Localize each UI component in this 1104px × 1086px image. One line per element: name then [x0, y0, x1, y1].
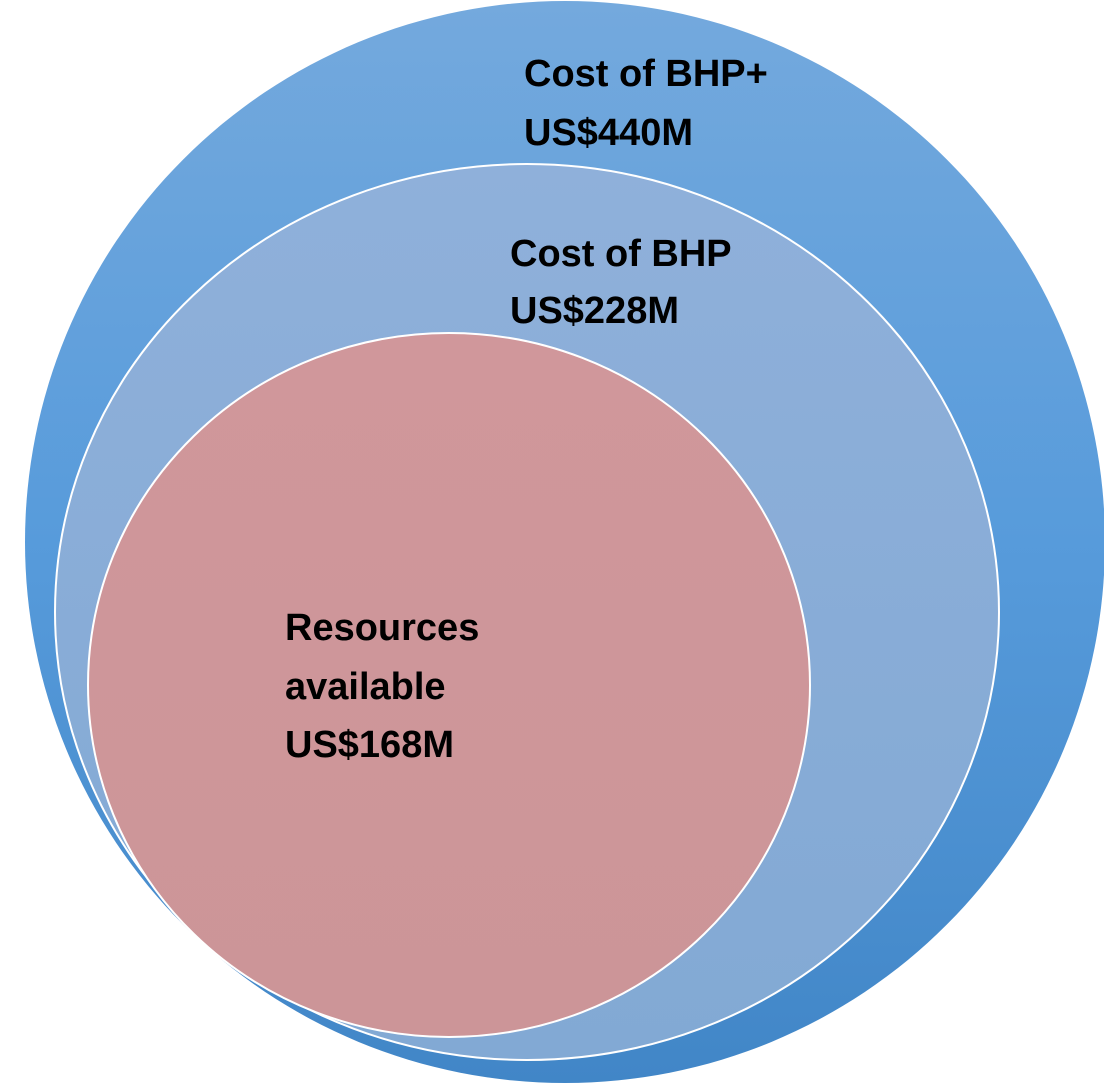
inner-label: Resources [285, 607, 479, 649]
inner-label: available [285, 666, 446, 708]
inner-circle [87, 332, 811, 1038]
outer-label: Cost of BHP+ [524, 53, 768, 95]
outer-label: US$440M [524, 112, 693, 154]
inner-label: US$168M [285, 724, 454, 766]
middle-label: US$228M [510, 290, 679, 332]
middle-label: Cost of BHP [510, 233, 732, 275]
